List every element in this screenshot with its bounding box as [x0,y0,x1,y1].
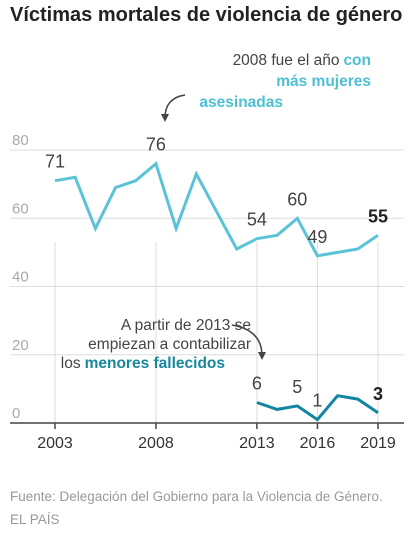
y-tick-label: 60 [12,200,29,217]
data-label: 54 [247,210,267,230]
data-label: 71 [45,152,65,172]
annotation-minors-line-2: empiezan a contabilizar [88,336,251,353]
data-label: 1 [312,391,322,411]
series-line-minors [256,394,379,422]
y-tick-label: 80 [12,132,29,149]
annotation-women-highlight: asesinadas [199,94,283,111]
annotation-minors-arrow [231,324,266,360]
annotation-minors-line-1: A partir de 2013 se [121,317,251,334]
annotation-women-highlight: con [343,52,371,69]
annotation-women-text: 2008 fue el año [233,52,340,69]
data-label: 49 [307,227,327,247]
x-tick-label: 2016 [300,435,336,452]
data-label: 60 [287,189,307,209]
credit-note: EL PAÍS [10,512,60,527]
gridlines [10,149,404,356]
annotation-minors-text: A partir de 2013 se [121,317,251,334]
annotations: 2008 fue el año con más mujeres asesinadas A… [61,52,371,372]
source-note: Fuente: Delegación del Gobierno para la … [10,489,383,504]
x-tick-label: 2008 [138,435,174,452]
y-tick-label: 20 [12,337,29,354]
y-axis-ticks: 0 20 40 60 80 [12,132,29,422]
series-lines [54,161,379,422]
annotation-minors-text: empiezan a contabilizar [88,336,251,353]
chart-title: Víctimas mortales de violencia de género [10,4,403,26]
annotation-women-arrow [161,94,186,122]
annotation-women-line-1: 2008 fue el año con [233,52,371,69]
data-label: 76 [146,135,166,155]
y-tick-label: 40 [12,269,29,286]
x-tick-label: 2019 [360,435,396,452]
data-label: 55 [368,206,388,226]
data-label: 3 [373,384,383,404]
series-line-women [54,161,379,258]
guide-lines [54,242,379,423]
x-tick-label: 2013 [239,435,275,452]
y-tick-label: 0 [12,405,20,422]
data-label: 5 [292,377,302,397]
annotation-minors-line-3: los menores fallecidos [61,355,225,372]
x-tick-label: 2003 [37,435,73,452]
annotation-women-line-2: más mujeres [276,73,371,90]
annotation-women-highlight: más mujeres [276,73,371,90]
data-label: 6 [252,374,262,394]
x-axis-ticks: 2003 2008 2013 2016 2019 [37,423,396,452]
annotation-minors-text: los [61,355,81,372]
annotation-women-line-3: asesinadas [199,94,283,111]
annotation-minors-highlight: menores fallecidos [85,355,225,372]
